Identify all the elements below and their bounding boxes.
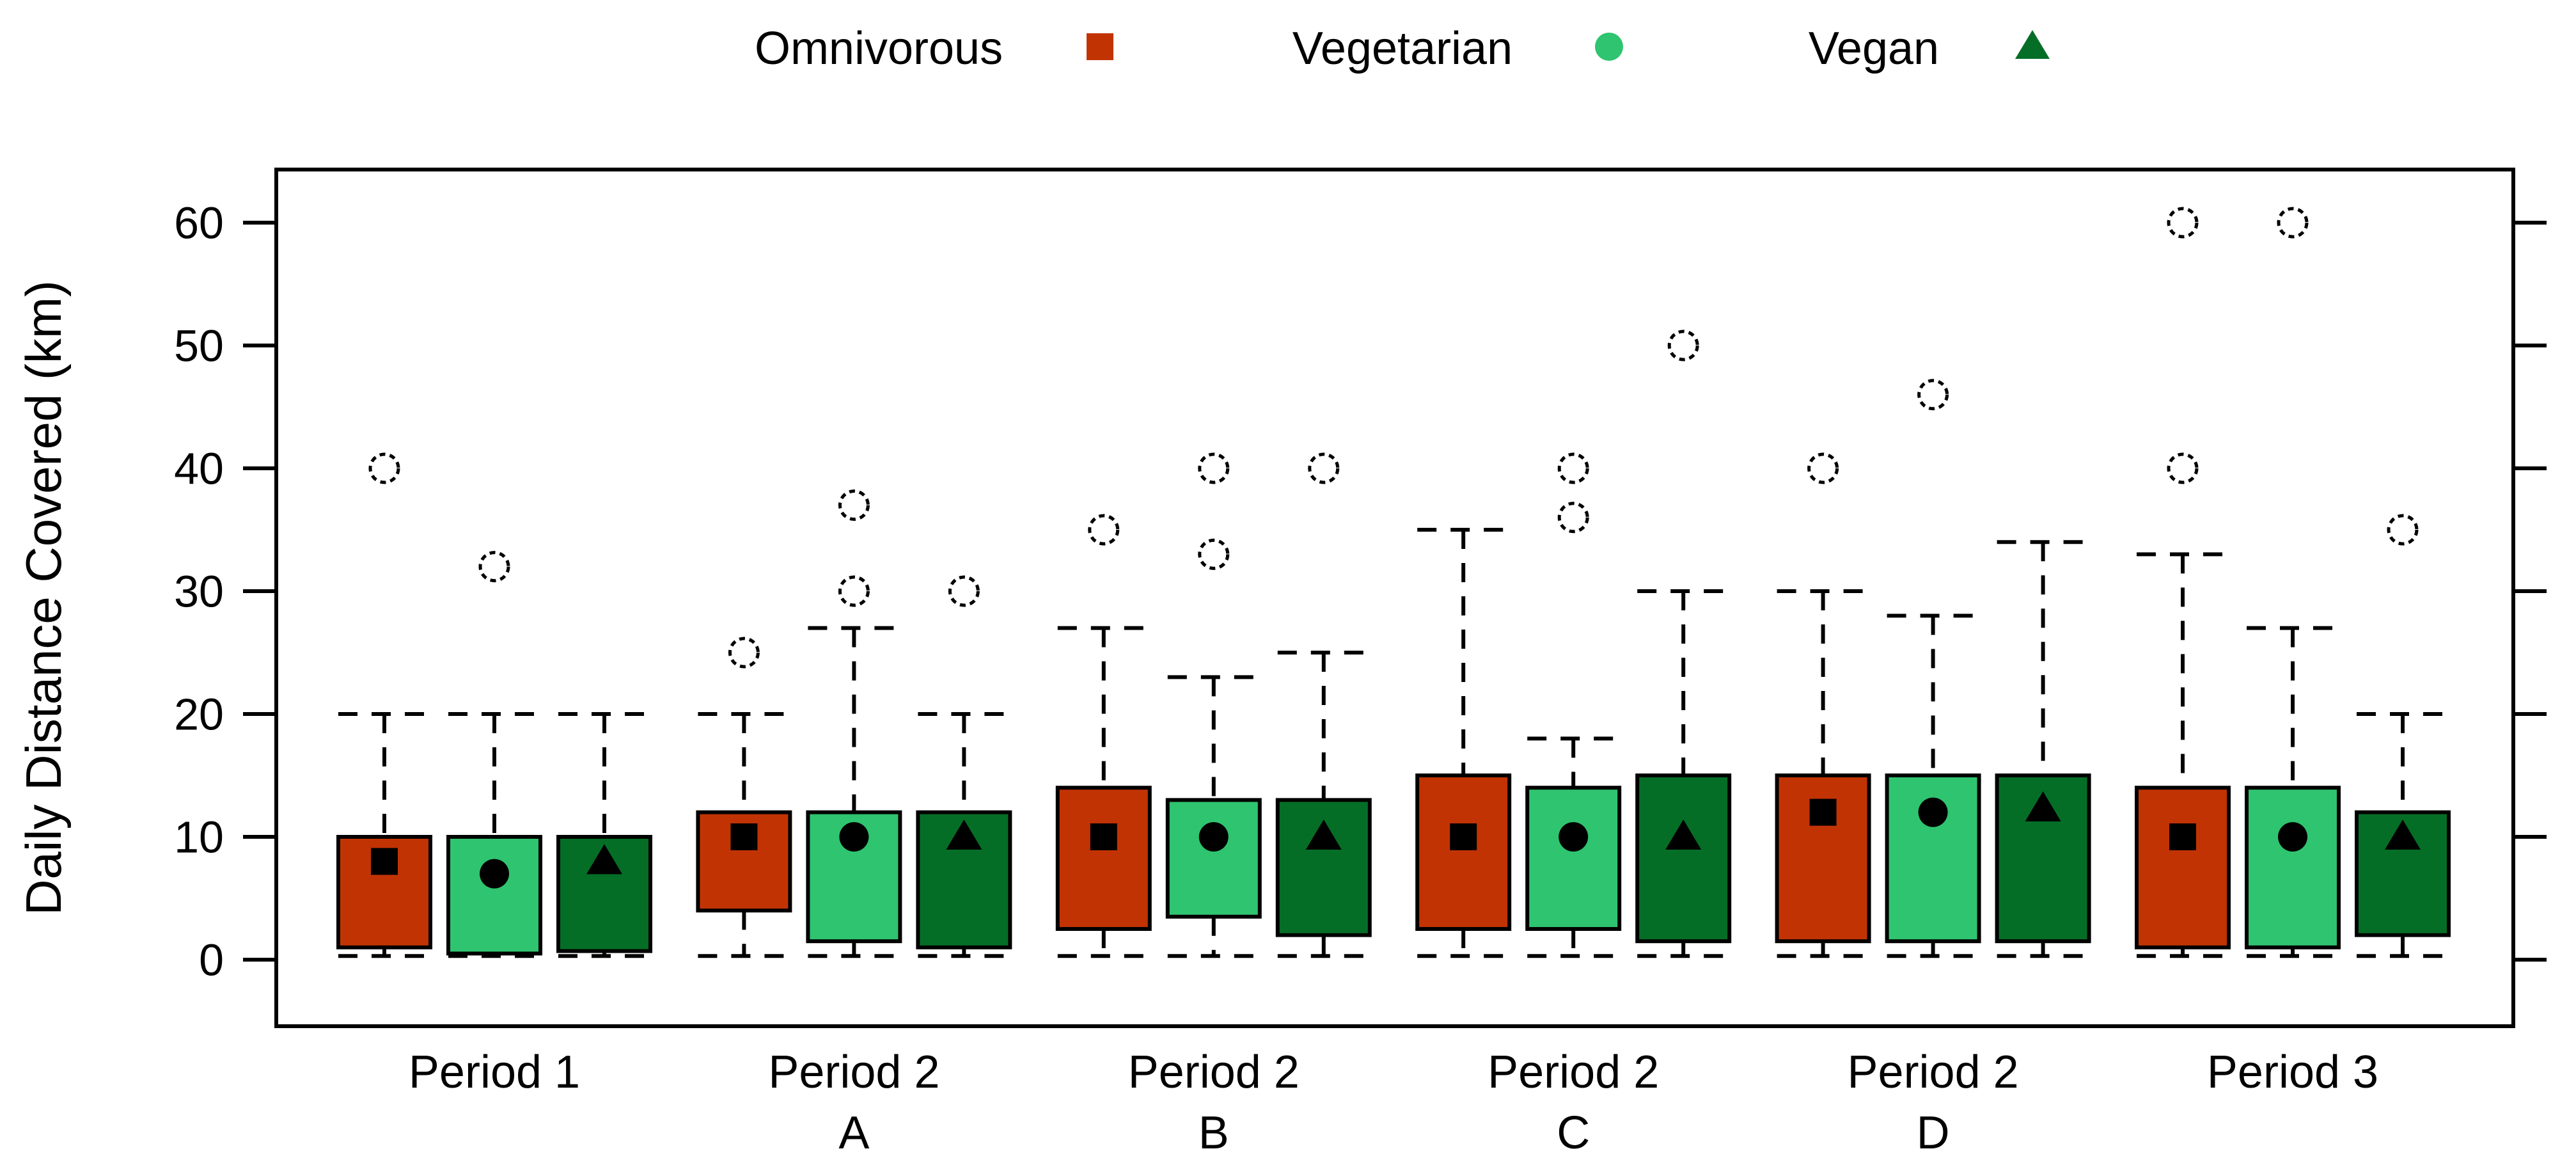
y-tick-label: 40	[174, 444, 224, 494]
outlier-point	[1198, 538, 1230, 570]
outlier-point	[2277, 207, 2309, 239]
outlier-point	[1557, 452, 1589, 484]
mean-circle-marker	[1198, 822, 1229, 852]
mean-triangle-marker	[2025, 791, 2061, 821]
mean-triangle-marker	[1305, 820, 1342, 850]
y-tick-label: 10	[174, 813, 224, 862]
x-group-sublabel: D	[1917, 1107, 1950, 1159]
box-vegetarian-g4	[1525, 786, 1622, 931]
box-omnivorous-g2	[696, 810, 792, 913]
outlier-point	[1088, 514, 1120, 546]
mean-circle-marker	[1918, 797, 1948, 827]
legend-label: Omnivorous	[755, 23, 1003, 74]
mean-square-marker	[371, 848, 398, 875]
y-tick-label: 50	[174, 321, 224, 371]
y-tick-label: 30	[174, 567, 224, 617]
box-vegetarian-g3	[1165, 798, 1262, 919]
mean-circle-marker	[1559, 822, 1589, 852]
box-vegan-g1	[556, 835, 652, 953]
outlier-point	[838, 575, 870, 607]
x-group-label: Period 1	[409, 1047, 580, 1098]
mean-triangle-marker	[946, 820, 982, 850]
outlier-point	[478, 551, 510, 583]
mean-square-marker	[1809, 798, 1837, 826]
legend-label: Vegan	[1809, 23, 1939, 74]
x-group-label: Period 3	[2207, 1047, 2378, 1098]
legend-square-icon	[1087, 33, 1113, 60]
mean-square-marker	[2169, 823, 2196, 850]
outlier-point	[1308, 452, 1340, 484]
x-group-sublabel: B	[1198, 1107, 1229, 1159]
legend-label: Vegetarian	[1292, 23, 1512, 74]
y-tick-label: 0	[199, 935, 224, 985]
outlier-point	[1557, 502, 1589, 534]
outlier-point	[1807, 452, 1839, 484]
legend-circle-icon	[1595, 33, 1623, 61]
box-omnivorous-g3	[1055, 786, 1152, 931]
x-group-sublabel: C	[1557, 1107, 1590, 1159]
mean-triangle-marker	[586, 844, 622, 875]
outlier-point	[2167, 207, 2199, 239]
outlier-point	[2167, 452, 2199, 484]
box-omnivorous-g4	[1415, 773, 1512, 931]
y-tick-label: 60	[174, 198, 224, 248]
outlier-point	[1917, 379, 1949, 411]
mean-circle-marker	[839, 822, 869, 852]
mean-circle-marker	[2278, 822, 2307, 852]
outlier-point	[2387, 514, 2419, 546]
box-vegetarian-g1	[446, 835, 542, 956]
legend-triangle-icon	[2015, 30, 2050, 59]
outlier-point	[728, 637, 760, 669]
x-group-label: Period 2	[1128, 1047, 1300, 1098]
mean-triangle-marker	[2385, 820, 2421, 850]
outlier-point	[1198, 452, 1230, 484]
mean-circle-marker	[480, 859, 509, 889]
outlier-point	[948, 575, 980, 607]
x-group-label: Period 2	[768, 1047, 939, 1098]
box-vegetarian-g6	[2245, 786, 2341, 949]
mean-square-marker	[730, 823, 758, 850]
outlier-point	[368, 452, 400, 484]
x-group-label: Period 2	[1488, 1047, 1659, 1098]
x-group-sublabel: A	[838, 1107, 869, 1159]
x-group-label: Period 2	[1848, 1047, 2019, 1098]
mean-square-marker	[1090, 823, 1117, 850]
plot-border	[274, 168, 2515, 1028]
box-omnivorous-g6	[2135, 786, 2231, 949]
y-tick-label: 20	[174, 690, 224, 740]
box-vegan-g4	[1635, 773, 1732, 944]
outlier-point	[1667, 329, 1699, 361]
y-axis-title: Daily Distance Covered (km)	[15, 280, 72, 916]
mean-square-marker	[1450, 823, 1477, 850]
outlier-point	[838, 489, 870, 521]
box-omnivorous-g1	[336, 835, 432, 949]
mean-triangle-marker	[1665, 820, 1702, 850]
